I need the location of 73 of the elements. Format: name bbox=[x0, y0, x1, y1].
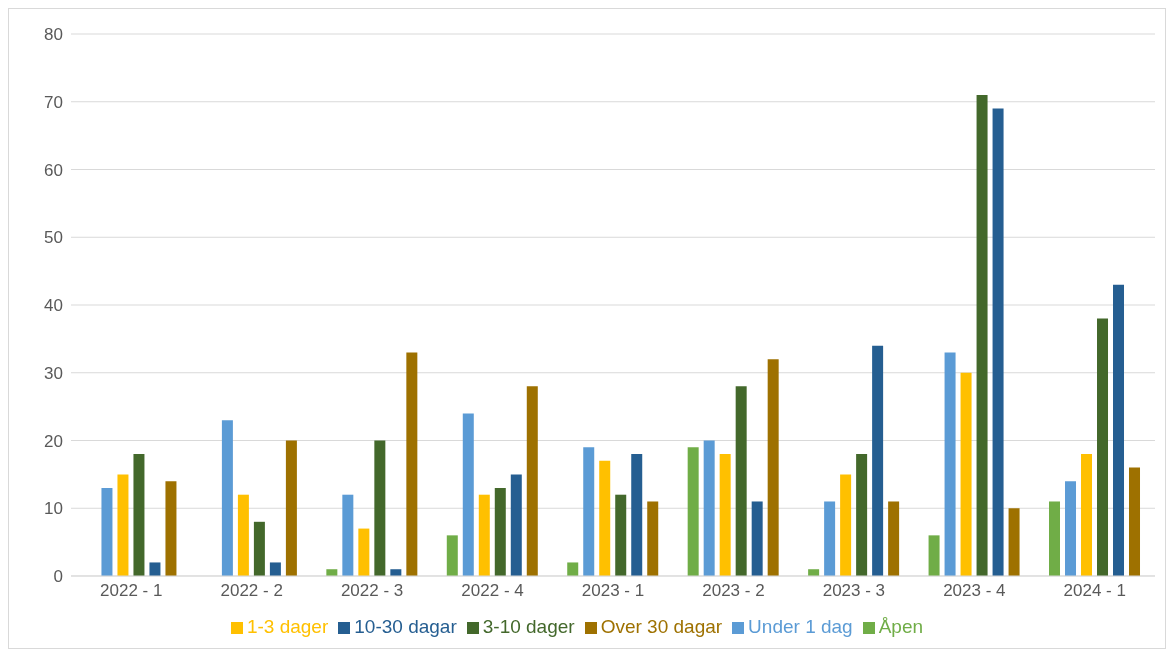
bar bbox=[992, 108, 1004, 576]
bar bbox=[253, 521, 265, 576]
bar bbox=[1008, 508, 1020, 576]
bar bbox=[117, 474, 129, 576]
bar bbox=[928, 535, 940, 576]
bar bbox=[767, 359, 779, 576]
bar bbox=[269, 562, 281, 576]
bar bbox=[824, 501, 836, 576]
bar bbox=[237, 494, 249, 576]
bar bbox=[615, 494, 627, 576]
y-tick-label: 70 bbox=[44, 92, 63, 112]
y-tick-label: 80 bbox=[44, 25, 63, 45]
y-tick-label: 0 bbox=[53, 567, 63, 587]
bar bbox=[510, 474, 522, 576]
y-tick-label: 40 bbox=[44, 296, 63, 316]
bar bbox=[1113, 284, 1125, 576]
y-tick-label: 10 bbox=[44, 499, 63, 519]
x-tick-label: 2023 - 4 bbox=[943, 581, 1006, 601]
y-tick-label: 30 bbox=[44, 363, 63, 383]
bar bbox=[687, 447, 699, 576]
bar bbox=[101, 487, 113, 576]
bar bbox=[703, 440, 715, 576]
bar bbox=[526, 386, 538, 576]
bar bbox=[478, 494, 490, 576]
bar bbox=[374, 440, 386, 576]
x-tick-label: 2023 - 2 bbox=[702, 581, 765, 601]
bar bbox=[165, 481, 177, 576]
bar bbox=[1129, 467, 1141, 576]
bar bbox=[631, 454, 643, 576]
bar bbox=[583, 447, 595, 576]
bar bbox=[1081, 454, 1093, 576]
y-tick-label: 50 bbox=[44, 228, 63, 248]
bar bbox=[1097, 318, 1109, 576]
x-tick-label: 2024 - 1 bbox=[1063, 581, 1126, 601]
bar bbox=[494, 487, 506, 576]
bar bbox=[960, 372, 972, 576]
x-tick-label: 2022 - 2 bbox=[220, 581, 283, 601]
legend-label: 10-30 dagar bbox=[354, 616, 457, 637]
bar bbox=[1065, 481, 1077, 576]
bar bbox=[342, 494, 354, 576]
x-tick-label: 2023 - 3 bbox=[822, 581, 886, 601]
bar bbox=[221, 420, 233, 576]
bar bbox=[358, 528, 370, 576]
legend-label: 3-10 dager bbox=[482, 616, 575, 637]
legend-label: Under 1 dag bbox=[748, 616, 853, 637]
legend-label: 1-3 dager bbox=[246, 616, 329, 637]
bar bbox=[406, 352, 418, 576]
bar bbox=[872, 345, 884, 576]
y-tick-label: 60 bbox=[44, 160, 63, 180]
bar bbox=[888, 501, 900, 576]
bar bbox=[599, 460, 611, 576]
bar bbox=[976, 94, 988, 576]
bar bbox=[856, 454, 868, 576]
x-tick-label: 2022 - 3 bbox=[340, 581, 404, 601]
bar bbox=[462, 413, 474, 576]
bar bbox=[735, 386, 747, 576]
x-tick-label: 2022 - 1 bbox=[100, 581, 163, 601]
x-tick-label: 2023 - 1 bbox=[581, 581, 645, 601]
bar bbox=[133, 454, 145, 576]
bar bbox=[840, 474, 852, 576]
bar bbox=[944, 352, 956, 576]
bar bbox=[446, 535, 458, 576]
bar bbox=[1049, 501, 1061, 576]
bar bbox=[719, 454, 731, 576]
bar bbox=[149, 562, 161, 576]
y-tick-label: 20 bbox=[44, 431, 63, 451]
legend-label: Over 30 dagar bbox=[600, 616, 723, 637]
bar bbox=[751, 501, 763, 576]
x-tick-label: 2022 - 4 bbox=[461, 581, 524, 601]
bar bbox=[567, 562, 579, 576]
bar bbox=[285, 440, 297, 576]
legend-label: Åpen bbox=[878, 616, 924, 637]
bar bbox=[647, 501, 659, 576]
